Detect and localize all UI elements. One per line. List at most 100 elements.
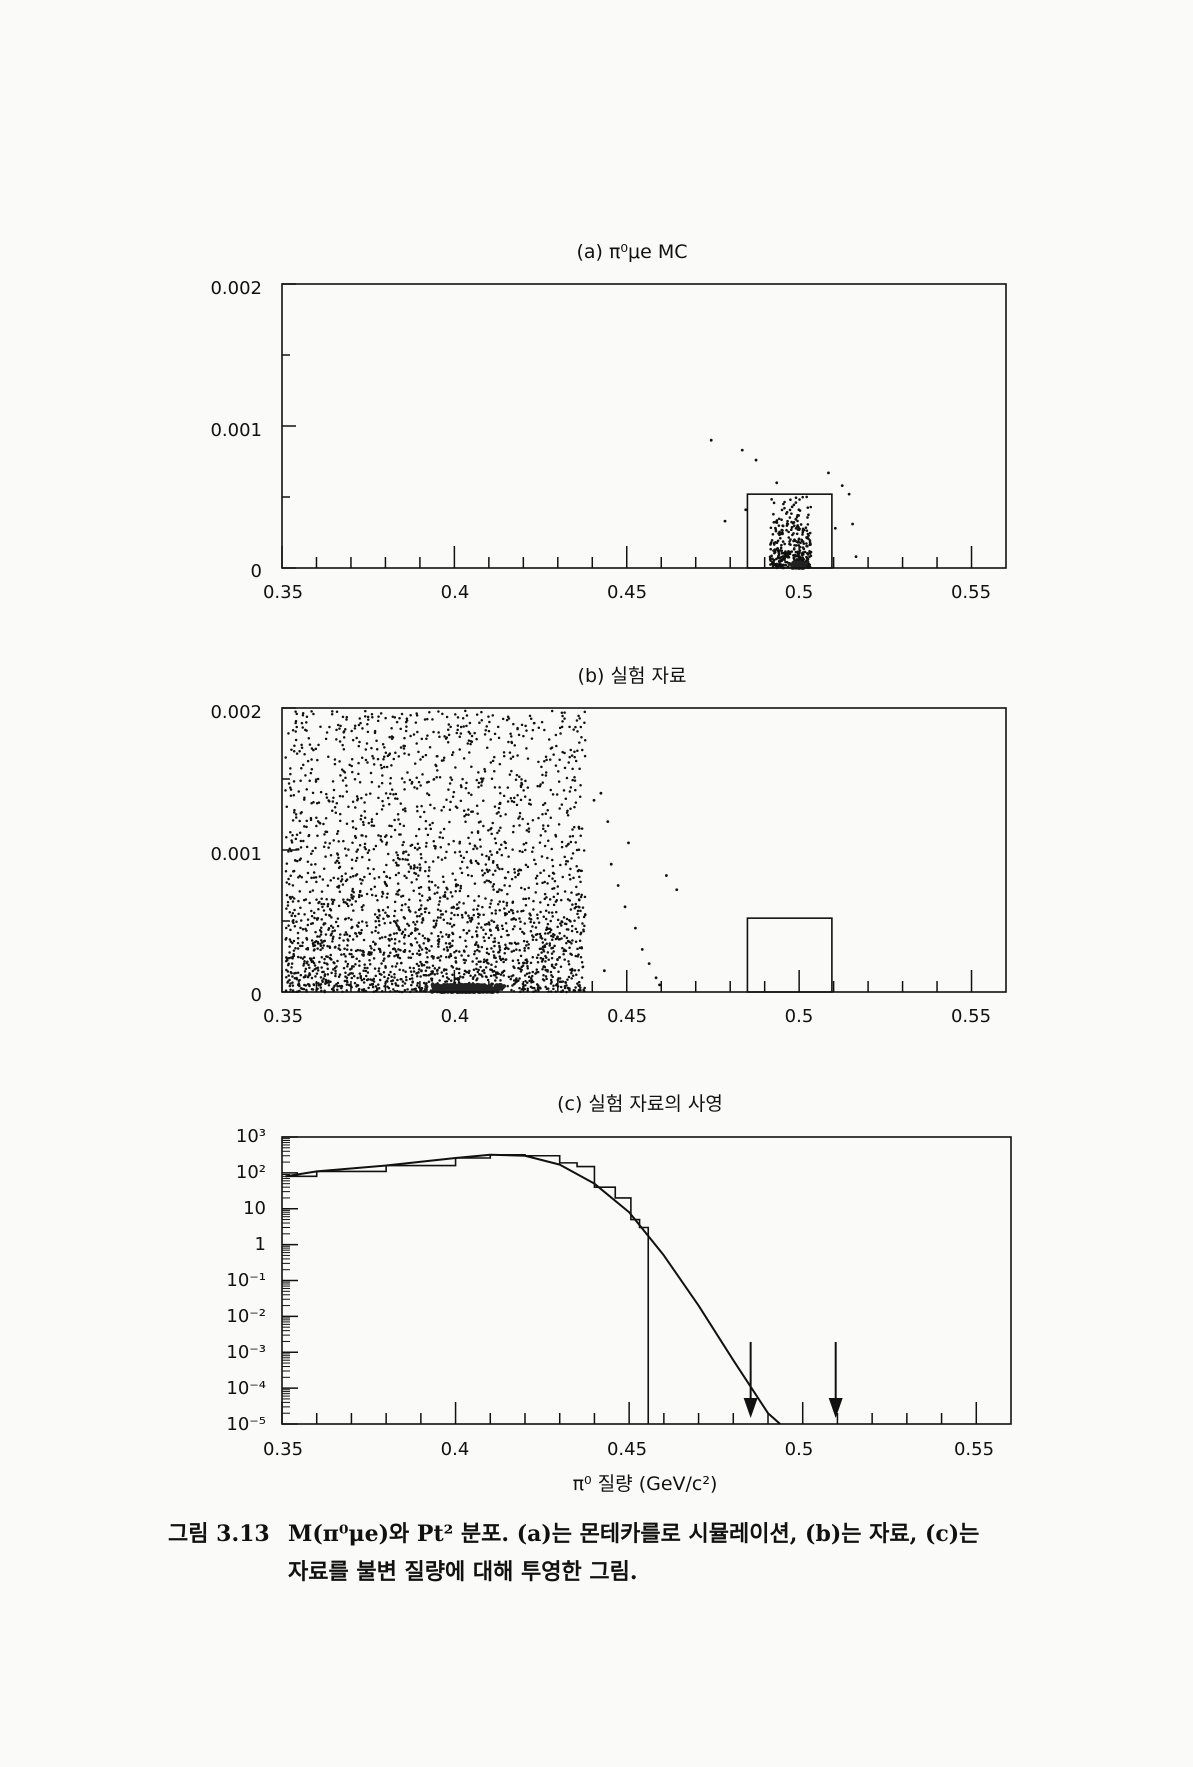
panel-b-point bbox=[425, 961, 429, 964]
panel-b-point bbox=[390, 824, 393, 828]
panel-b-point bbox=[405, 719, 409, 722]
panel-b-point bbox=[298, 874, 302, 878]
panel-b-point bbox=[505, 904, 509, 907]
panel-b-point bbox=[306, 975, 310, 979]
panel-a-point bbox=[776, 556, 780, 560]
panel-b-point bbox=[485, 868, 489, 871]
panel-b-point bbox=[394, 751, 397, 755]
panel-b-point bbox=[336, 723, 340, 727]
panel-b-point bbox=[436, 886, 440, 889]
panel-b-point bbox=[395, 720, 399, 724]
panel-b-point bbox=[543, 880, 546, 884]
panel-b-point bbox=[476, 861, 479, 865]
panel-b-title: (b) 실험 자료 bbox=[578, 665, 687, 687]
panel-b-point bbox=[485, 854, 488, 858]
panel-b-point bbox=[499, 973, 503, 976]
panel-b-point bbox=[375, 812, 379, 816]
panel-b-point bbox=[438, 966, 441, 970]
panel-b-point bbox=[365, 892, 369, 896]
panel-b-point bbox=[475, 778, 479, 782]
panel-b-point bbox=[498, 900, 501, 903]
panel-b-point bbox=[477, 785, 480, 789]
panel-b-point bbox=[360, 814, 363, 818]
panel-b-point bbox=[361, 879, 364, 882]
panel-b-point bbox=[372, 940, 375, 944]
panel-c-xtick-2: 0.45 bbox=[607, 1439, 647, 1460]
panel-b-point bbox=[312, 876, 316, 879]
panel-a-title: (a) π⁰μe MC bbox=[576, 241, 687, 263]
panel-a-xtick-3: 0.5 bbox=[785, 582, 814, 603]
panel-b-point bbox=[544, 917, 548, 921]
panel-b-point bbox=[459, 854, 463, 858]
panel-a-xtick-4: 0.55 bbox=[951, 582, 991, 603]
panel-b-point bbox=[418, 932, 421, 936]
panel-b-point bbox=[445, 798, 448, 802]
panel-b-point bbox=[449, 952, 452, 956]
panel-b-point bbox=[478, 721, 481, 725]
panel-b-point bbox=[497, 806, 501, 810]
panel-b-point bbox=[284, 926, 288, 930]
panel-b-point bbox=[563, 890, 567, 893]
panel-b-point bbox=[482, 928, 485, 932]
panel-b-point bbox=[520, 783, 524, 786]
panel-b-point bbox=[403, 807, 407, 810]
panel-b-point bbox=[370, 713, 374, 716]
panel-b-point bbox=[518, 986, 521, 990]
panel-b-point bbox=[558, 980, 562, 984]
panel-b-point bbox=[367, 821, 371, 825]
panel-b-point bbox=[423, 937, 427, 940]
panel-b-point bbox=[403, 736, 406, 740]
panel-b-point bbox=[575, 930, 579, 934]
panel-b-point bbox=[285, 881, 289, 884]
panel-b-point bbox=[494, 987, 499, 992]
panel-b-point bbox=[575, 885, 578, 889]
panel-b-point bbox=[346, 965, 349, 968]
panel-a-point bbox=[779, 532, 782, 536]
panel-b-point bbox=[550, 956, 554, 960]
panel-b-point bbox=[395, 851, 398, 854]
panel-b-point bbox=[513, 796, 516, 800]
panel-b-point bbox=[354, 836, 358, 840]
panel-b-point bbox=[515, 773, 519, 777]
panel-b-point bbox=[382, 804, 385, 808]
panel-b-point bbox=[300, 721, 304, 725]
panel-b-point bbox=[299, 906, 302, 909]
panel-b-point bbox=[575, 893, 578, 897]
panel-b-point bbox=[552, 872, 556, 875]
panel-b-point bbox=[525, 747, 528, 750]
panel-b-point bbox=[437, 984, 442, 989]
panel-b-point bbox=[314, 846, 317, 850]
panel-b-point bbox=[415, 962, 419, 966]
panel-b-point bbox=[481, 969, 484, 973]
panel-b-point bbox=[467, 808, 470, 811]
panel-b-point bbox=[324, 855, 327, 858]
panel-b-point bbox=[327, 984, 331, 987]
panel-b-point bbox=[389, 951, 392, 955]
panel-b-point bbox=[426, 717, 429, 721]
panel-b-point bbox=[377, 987, 381, 990]
panel-a-point bbox=[772, 558, 776, 562]
panel-b-point bbox=[444, 941, 448, 945]
panel-b-point bbox=[501, 984, 506, 989]
panel-b-point bbox=[384, 982, 387, 985]
panel-b-point bbox=[546, 987, 550, 990]
panel-b-point bbox=[452, 790, 456, 794]
figure: (a) π⁰μe MC 0 0.001 0.002 0.35 0.4 0.45 … bbox=[210, 241, 1012, 1495]
panel-b-point bbox=[404, 975, 408, 979]
panel-b-point bbox=[516, 910, 519, 913]
panel-b-point bbox=[358, 964, 361, 967]
panel-b-point bbox=[305, 819, 309, 823]
panel-b-point bbox=[324, 981, 327, 984]
panel-b-point bbox=[524, 958, 527, 962]
panel-b-point bbox=[457, 906, 460, 910]
panel-b-point bbox=[503, 952, 506, 955]
panel-b-point bbox=[351, 826, 355, 829]
panel-b-point bbox=[293, 977, 297, 980]
panel-b-point bbox=[315, 824, 318, 828]
panel-b-point bbox=[437, 940, 441, 944]
panel-b-point bbox=[434, 922, 438, 925]
panel-a-point bbox=[792, 547, 796, 550]
panel-b-point bbox=[285, 805, 289, 809]
panel-a-point bbox=[780, 528, 784, 532]
panel-b-point bbox=[425, 841, 428, 845]
